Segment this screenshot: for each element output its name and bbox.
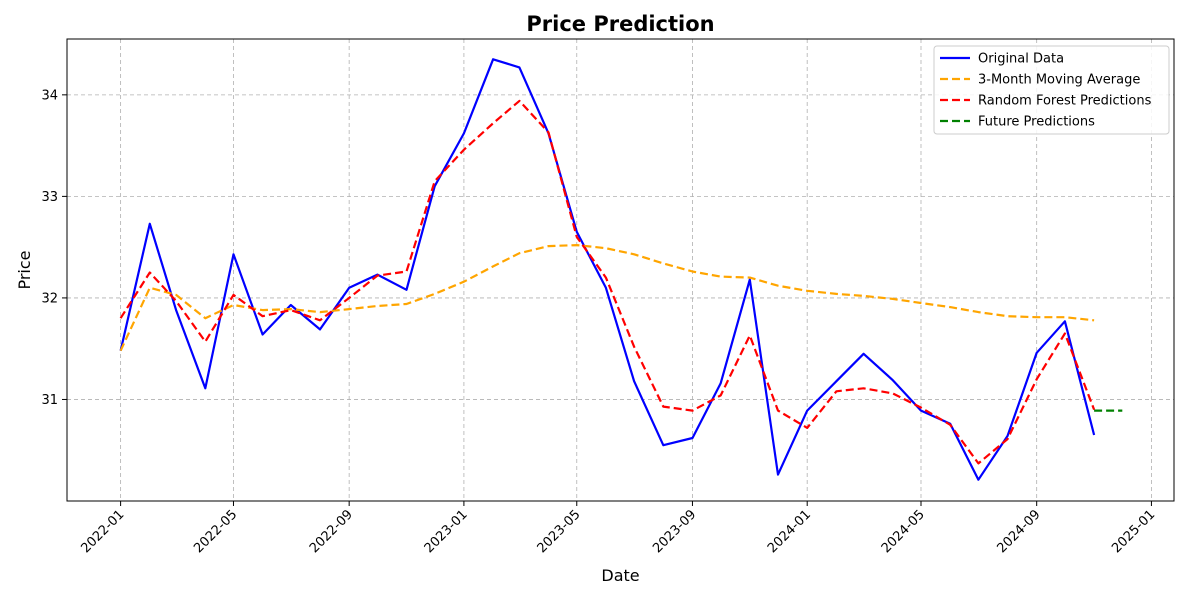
y-tick-label: 34	[41, 88, 58, 103]
plot-frame	[66, 38, 1175, 502]
legend-box	[933, 45, 1170, 135]
series-layer	[119, 58, 1123, 481]
series-line-3	[119, 99, 1096, 465]
chart-title: Price Prediction	[526, 12, 714, 36]
legend: Original Data 3-Month Moving Average Rando…	[933, 45, 1170, 135]
y-tick-label: 32	[41, 291, 58, 306]
series-line-2	[119, 244, 1095, 352]
series-line-1	[119, 58, 1096, 481]
legend-label: Future Predictions	[978, 115, 1095, 130]
y-axis-label: Price	[15, 250, 34, 289]
x-axis-label: Date	[601, 566, 639, 585]
legend-label: Random Forest Predictions	[978, 94, 1152, 109]
y-tick-label: 33	[41, 190, 58, 205]
y-tick-label: 31	[41, 393, 58, 408]
legend-label: 3-Month Moving Average	[978, 73, 1140, 88]
legend-label: Original Data	[978, 52, 1064, 67]
